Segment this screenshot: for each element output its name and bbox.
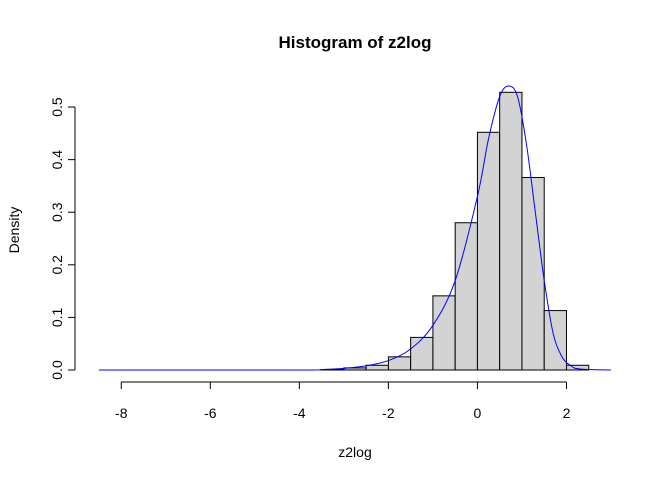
x-axis-label: z2log xyxy=(338,444,371,460)
y-axis-label: Density xyxy=(6,207,22,254)
x-tick-label: 0 xyxy=(474,405,482,421)
y-tick-label: 0.5 xyxy=(49,97,65,117)
histogram-bar xyxy=(499,91,523,371)
x-tick-label: -2 xyxy=(382,405,395,421)
y-tick-label: 0.1 xyxy=(49,307,65,327)
x-tick-label: -4 xyxy=(293,405,306,421)
histogram-bar xyxy=(454,222,478,371)
y-tick-label: 0.2 xyxy=(49,255,65,275)
y-tick-label: 0.0 xyxy=(49,360,65,380)
density-curve-group xyxy=(98,85,612,371)
y-tick-label: 0.3 xyxy=(49,202,65,222)
histogram-bar xyxy=(565,364,590,371)
histogram-bar xyxy=(365,364,389,371)
density-curve xyxy=(98,85,612,371)
histogram-bars xyxy=(321,91,590,371)
x-tick-label: -6 xyxy=(204,405,217,421)
y-tick-label: 0.4 xyxy=(49,150,65,170)
histogram-bar xyxy=(521,177,545,371)
histogram-bar xyxy=(476,131,501,371)
x-tick-label: -8 xyxy=(115,405,128,421)
histogram-bar xyxy=(410,336,434,371)
x-axis: -8 -6 -4 -2 0 2 xyxy=(115,381,571,421)
x-tick-label: 2 xyxy=(563,405,571,421)
chart-title: Histogram of z2log xyxy=(278,33,431,52)
y-axis: 0.0 0.1 0.2 0.3 0.4 0.5 xyxy=(49,97,76,380)
